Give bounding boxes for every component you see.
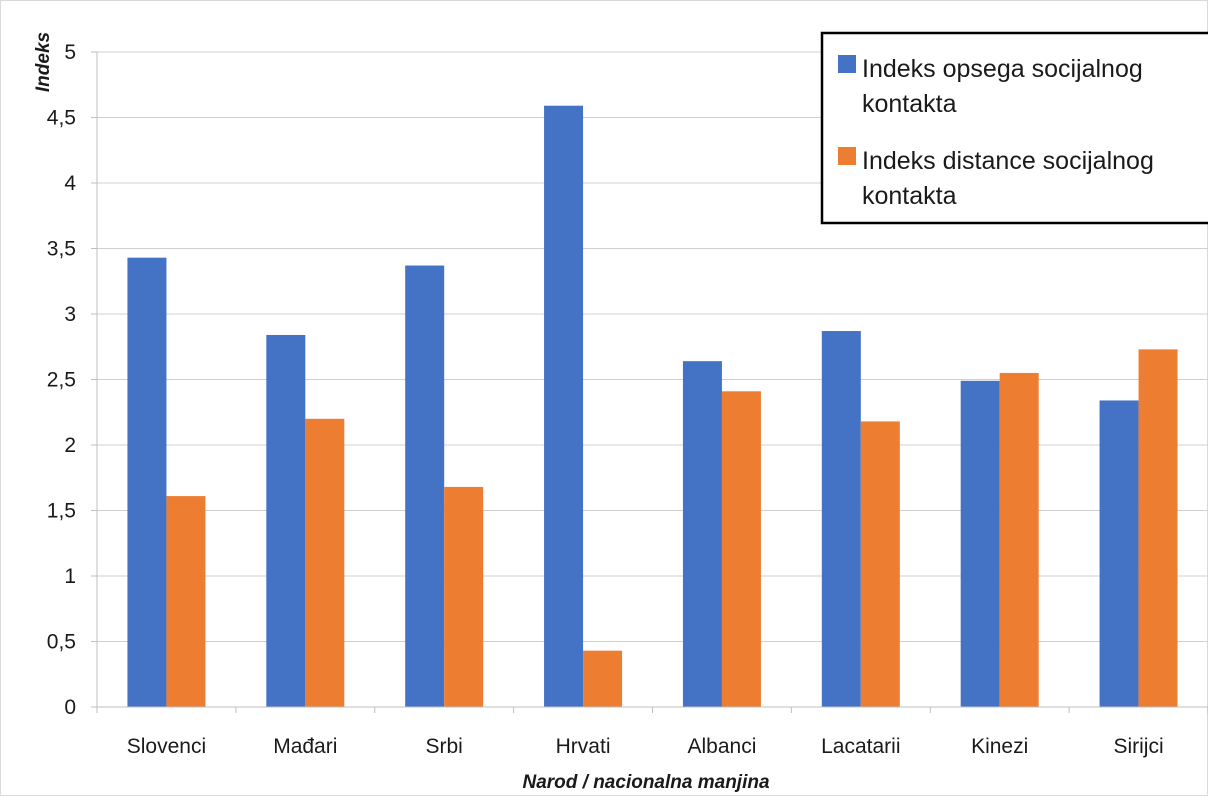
x-tick-label: Kinezi xyxy=(971,735,1028,758)
bar-series-1 xyxy=(960,380,1000,707)
bar-series-2 xyxy=(860,421,900,707)
bar-series-2 xyxy=(305,418,345,707)
bar-series-1 xyxy=(127,257,167,707)
bar-series-1 xyxy=(682,361,722,707)
bar-series-2 xyxy=(444,486,484,707)
y-tick-label: 2,5 xyxy=(47,369,76,392)
legend: Indeks opsega socijalnog kontakta Indeks d… xyxy=(820,31,1208,225)
bar-series-2 xyxy=(1138,349,1178,707)
legend-box xyxy=(820,31,1208,225)
y-tick-label: 1,5 xyxy=(47,500,76,523)
y-tick-label: 4 xyxy=(64,172,76,195)
y-tick-label: 2 xyxy=(64,434,76,457)
bar-series-2 xyxy=(166,496,206,707)
x-tick-label: Slovenci xyxy=(127,735,206,758)
y-tick-label: 3,5 xyxy=(47,238,76,261)
x-axis-title: Narod / nacionalna manjina xyxy=(522,772,769,793)
x-tick-label: Albanci xyxy=(687,735,756,758)
y-axis-title: Indeks xyxy=(33,32,54,92)
y-axis: 0 0,5 1 1,5 2 2,5 3 3,5 4 4,5 5 xyxy=(47,41,98,719)
x-tick-label: Mađari xyxy=(273,735,337,758)
bar-series-2 xyxy=(721,391,761,707)
legend-swatch xyxy=(838,147,856,165)
x-tick-label: Hrvati xyxy=(556,735,611,758)
bar-series-2 xyxy=(999,372,1039,707)
y-tick-label: 3 xyxy=(64,303,76,326)
bar-series-1 xyxy=(821,331,861,707)
x-tick-label: Srbi xyxy=(426,735,463,758)
y-tick-label: 5 xyxy=(64,41,76,64)
bars xyxy=(127,105,1178,707)
y-tick-label: 0 xyxy=(64,696,76,719)
bar-series-1 xyxy=(544,105,584,707)
y-tick-label: 0,5 xyxy=(47,631,76,654)
bar-series-1 xyxy=(1099,400,1139,707)
legend-label: Indeks opsega socijalnog xyxy=(862,55,1143,83)
x-axis: Slovenci Mađari Srbi Hrvati Albanci Lacatarii… xyxy=(96,706,1208,758)
legend-swatch xyxy=(838,55,856,73)
legend-label: kontakta xyxy=(862,182,957,210)
y-tick-label: 4,5 xyxy=(47,107,76,130)
x-tick-label: Sirijci xyxy=(1113,735,1163,758)
x-tick-label: Lacatarii xyxy=(821,735,900,758)
legend-label: Indeks distance socijalnog xyxy=(862,147,1154,175)
bar-series-1 xyxy=(266,334,306,707)
y-tick-label: 1 xyxy=(64,565,76,588)
bar-series-1 xyxy=(405,265,445,707)
bar-series-2 xyxy=(583,650,623,707)
legend-label: kontakta xyxy=(862,90,957,118)
